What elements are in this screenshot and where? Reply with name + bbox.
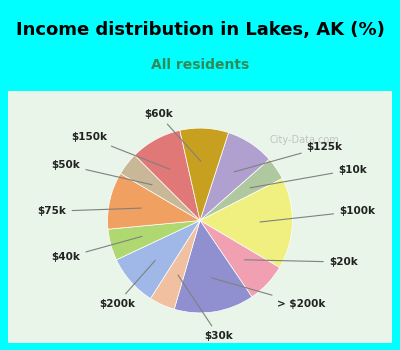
Wedge shape <box>108 220 200 260</box>
Text: $50k: $50k <box>52 160 152 185</box>
Text: $200k: $200k <box>99 260 155 309</box>
Text: $20k: $20k <box>244 257 358 267</box>
Wedge shape <box>135 130 200 220</box>
Text: $40k: $40k <box>52 236 142 262</box>
Wedge shape <box>150 220 200 309</box>
Text: City-Data.com: City-Data.com <box>269 135 339 145</box>
Bar <box>0 0 400 94</box>
Text: $30k: $30k <box>178 275 233 341</box>
Wedge shape <box>200 159 282 220</box>
Text: Income distribution in Lakes, AK (%): Income distribution in Lakes, AK (%) <box>16 21 384 39</box>
Text: $150k: $150k <box>71 132 170 169</box>
Wedge shape <box>108 174 200 229</box>
Wedge shape <box>200 133 269 220</box>
Text: All residents: All residents <box>151 58 249 72</box>
Wedge shape <box>180 128 228 220</box>
Text: > $200k: > $200k <box>212 278 326 309</box>
Text: $125k: $125k <box>234 142 343 172</box>
Text: $100k: $100k <box>260 206 375 222</box>
Text: $10k: $10k <box>250 165 367 188</box>
Bar <box>8 91 392 343</box>
Wedge shape <box>200 220 280 297</box>
Text: $60k: $60k <box>144 109 201 161</box>
Wedge shape <box>116 220 200 299</box>
Text: $75k: $75k <box>38 206 141 216</box>
Wedge shape <box>120 155 200 220</box>
Wedge shape <box>200 178 292 267</box>
Wedge shape <box>174 220 252 313</box>
